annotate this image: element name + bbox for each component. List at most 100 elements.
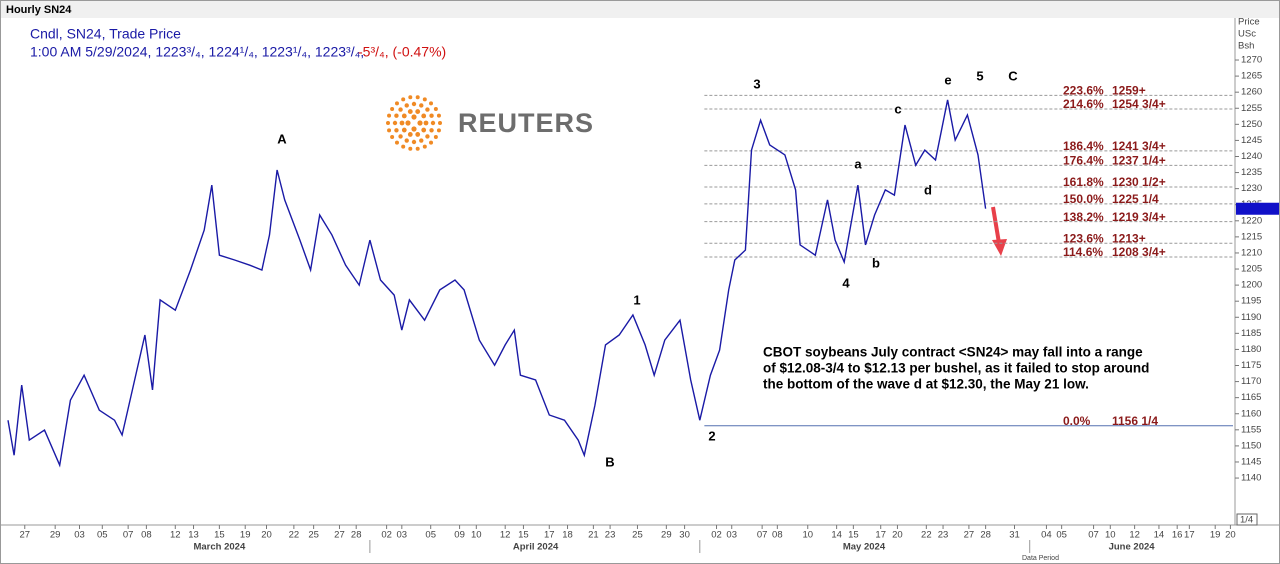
- x-tick-label: 17: [544, 530, 555, 541]
- y-tick-label: 1240: [1241, 151, 1262, 162]
- quote: 1:00 AM 5/29/2024, 1223³/₄, 1224¹/₄, 122…: [30, 44, 364, 60]
- level-label: 1225 1/4: [1112, 192, 1159, 206]
- logo-dot: [419, 138, 424, 143]
- logo-dot: [417, 120, 423, 126]
- y-tick-label: 1215: [1241, 231, 1262, 242]
- wave-label: 2: [708, 428, 715, 443]
- x-tick-label: 23: [938, 530, 949, 541]
- axis-title: Price: [1238, 17, 1260, 28]
- x-tick-label: 29: [661, 530, 672, 541]
- logo-dot: [401, 113, 407, 119]
- x-tick-label: 25: [308, 530, 319, 541]
- x-tick-label: 08: [772, 530, 783, 541]
- logo-dot: [422, 97, 427, 102]
- level-pct: 114.6%: [1063, 245, 1103, 259]
- level-pct: 161.8%: [1063, 175, 1104, 189]
- logo-dot: [421, 113, 427, 119]
- x-tick-label: 07: [757, 530, 768, 541]
- y-tick-label: 1170: [1241, 376, 1261, 387]
- x-tick-label: 12: [500, 530, 511, 541]
- logo-dot: [421, 127, 427, 133]
- y-tick-label: 1235: [1241, 167, 1262, 178]
- y-tick-label: 1155: [1241, 424, 1261, 435]
- y-tick-label: 1260: [1241, 87, 1262, 98]
- wave-label: 4: [842, 275, 850, 290]
- logo-text: REUTERS: [458, 108, 594, 138]
- x-tick-label: 25: [632, 530, 643, 541]
- y-tick-label: 1160: [1241, 408, 1261, 419]
- y-tick-label: 1255: [1241, 103, 1262, 114]
- y-tick-label: 1180: [1241, 344, 1261, 355]
- level-label: 1156 1/4: [1112, 414, 1158, 428]
- x-tick-label: 20: [261, 530, 272, 541]
- x-tick-label: 29: [50, 530, 61, 541]
- x-tick-label: 30: [679, 530, 690, 541]
- logo-dot: [387, 113, 392, 118]
- y-tick-label: 1150: [1241, 440, 1261, 451]
- logo-dot: [404, 138, 409, 143]
- logo-dot: [394, 140, 399, 145]
- wave-label: c: [894, 101, 901, 116]
- x-tick-label: 28: [351, 530, 362, 541]
- logo-dot: [419, 103, 424, 108]
- x-tick-label: 19: [240, 530, 251, 541]
- wave-label: b: [872, 255, 880, 270]
- month-label: June 2024: [1109, 542, 1156, 553]
- logo-dot: [401, 144, 406, 149]
- wave-label: a: [854, 156, 862, 171]
- y-tick-label: 1230: [1241, 183, 1262, 194]
- x-tick-label: 12: [170, 530, 181, 541]
- logo-dot: [422, 144, 427, 149]
- logo-dot: [408, 146, 413, 151]
- level-pct: 123.6%: [1063, 231, 1104, 245]
- level-pct: 186.4%: [1063, 139, 1104, 153]
- arrow: [991, 206, 1001, 244]
- wave-label: e: [944, 72, 951, 87]
- last-price: [1236, 202, 1279, 215]
- logo-dot: [405, 120, 411, 126]
- logo-dot: [425, 107, 430, 112]
- logo-dot: [429, 140, 434, 145]
- level-pct: 138.2%: [1063, 210, 1104, 224]
- x-tick-label: 12: [1129, 530, 1140, 541]
- wave-label: 3: [753, 76, 760, 91]
- logo-dot: [433, 135, 438, 140]
- wave-label: B: [605, 454, 614, 469]
- logo-dot: [425, 134, 430, 139]
- pager[interactable]: [1236, 513, 1258, 526]
- logo-dot: [407, 132, 413, 137]
- axis-title: Bsh: [1238, 41, 1254, 52]
- x-tick-label: 31: [1009, 530, 1020, 541]
- x-tick-label: 07: [1088, 530, 1099, 541]
- x-tick-label: 07: [123, 530, 134, 541]
- y-tick-label: 1245: [1241, 135, 1262, 146]
- x-tick-label: 03: [397, 530, 408, 541]
- logo-dot: [415, 132, 421, 137]
- level-pct: 176.4%: [1063, 154, 1104, 168]
- x-tick-label: 21: [588, 530, 599, 541]
- x-tick-label: 13: [188, 530, 199, 541]
- logo-dot: [394, 101, 399, 106]
- y-tick-label: 1190: [1241, 312, 1261, 323]
- y-tick-label: 1205: [1241, 264, 1262, 275]
- x-tick-label: 09: [454, 530, 465, 541]
- x-tick-label: 10: [471, 530, 482, 541]
- logo-dot: [392, 120, 398, 126]
- x-tick-label: 28: [980, 530, 991, 541]
- y-tick-label: 1165: [1241, 392, 1261, 403]
- x-tick-label: 10: [802, 530, 813, 541]
- level-label: 1213+: [1112, 231, 1146, 245]
- x-tick-label: 27: [964, 530, 975, 541]
- pager-label: 1/4: [1240, 515, 1253, 526]
- logo-dot: [390, 106, 395, 111]
- y-tick-label: 1145: [1241, 456, 1261, 467]
- x-tick-label: 17: [1184, 530, 1195, 541]
- wave-label: d: [924, 182, 932, 197]
- study-label: Cndl, SN24, Trade Price: [30, 26, 181, 42]
- wave-label: A: [277, 131, 287, 146]
- x-tick-label: 02: [381, 530, 392, 541]
- logo-dot: [429, 101, 434, 106]
- logo-dot: [386, 121, 390, 125]
